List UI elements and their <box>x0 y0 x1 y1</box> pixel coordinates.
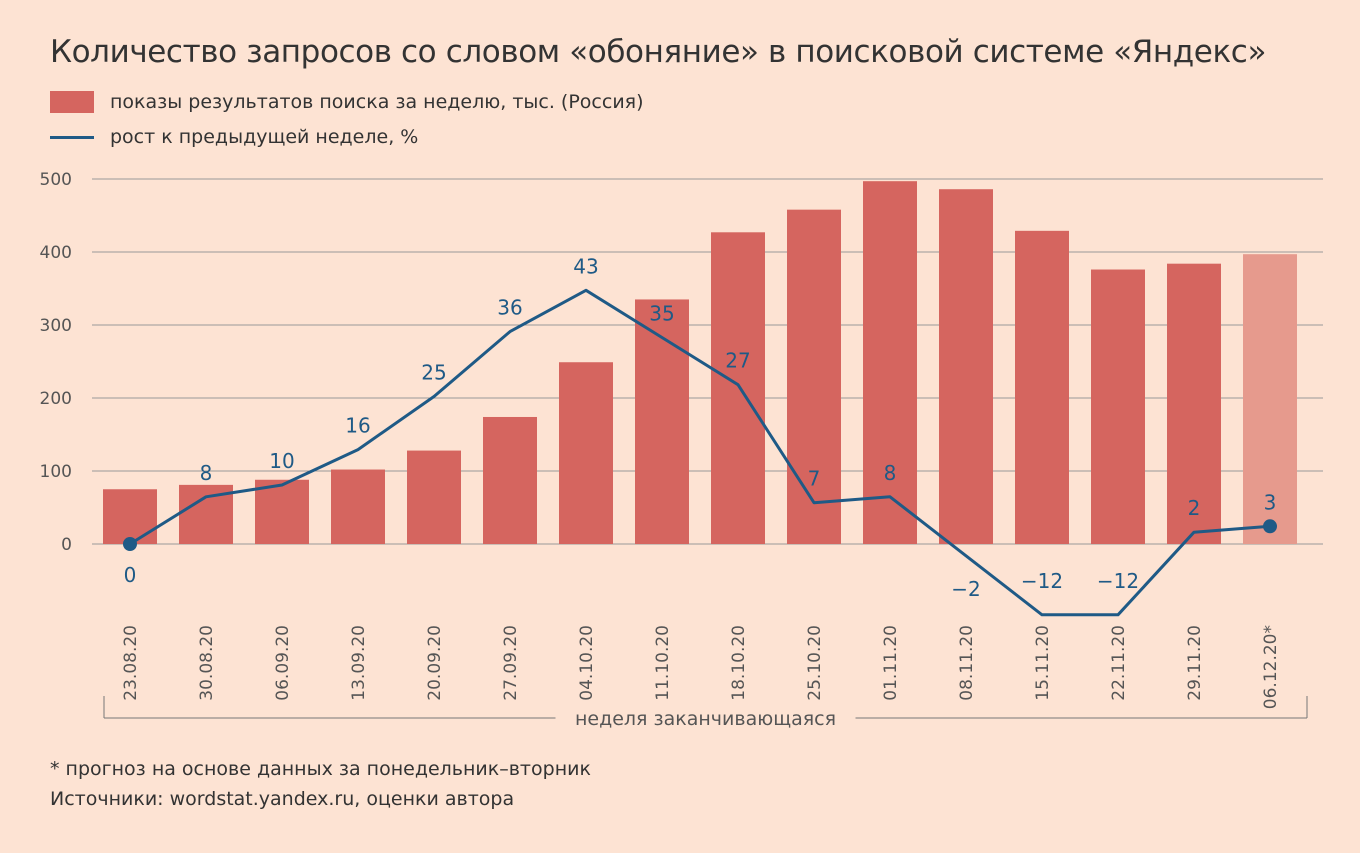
x-tick-label: 23.08.20 <box>121 625 141 701</box>
x-tick-label: 15.11.20 <box>1033 625 1053 701</box>
line-data-label: 36 <box>497 296 522 320</box>
x-tick-label: 06.09.20 <box>273 625 293 701</box>
x-tick-label: 20.09.20 <box>425 625 445 701</box>
line-data-label: 2 <box>1188 496 1201 520</box>
bar <box>939 189 993 544</box>
bar <box>1243 254 1297 544</box>
x-tick-label: 29.11.20 <box>1185 625 1205 701</box>
bar <box>103 489 157 544</box>
x-tick-label: 22.11.20 <box>1109 625 1129 701</box>
bar <box>407 450 461 544</box>
line-data-label: 16 <box>345 414 370 438</box>
x-tick-label: 06.12.20* <box>1261 625 1281 709</box>
bar <box>255 479 309 544</box>
y-tick-label: 0 <box>61 535 72 555</box>
y-tick-label: 400 <box>40 243 72 263</box>
line-data-label: 27 <box>725 349 750 373</box>
y-tick-label: 500 <box>40 170 72 190</box>
y-tick-label: 200 <box>40 389 72 409</box>
x-axis-title: неделя заканчивающаяся <box>575 708 836 730</box>
line-data-label: −12 <box>1021 569 1063 593</box>
x-tick-label: 11.10.20 <box>653 625 673 701</box>
bar <box>331 469 385 544</box>
legend-line-swatch <box>50 135 94 139</box>
forecast-footnote: * прогноз на основе данных за понедельни… <box>50 758 591 780</box>
legend-bar-swatch <box>50 91 94 113</box>
line-data-label: 10 <box>269 449 294 473</box>
line-data-label: −2 <box>951 577 980 601</box>
bar <box>1091 269 1145 544</box>
line-data-label: 8 <box>200 461 213 485</box>
line-data-label: 43 <box>573 254 598 278</box>
line-data-label: 35 <box>649 302 674 326</box>
line-data-label: 0 <box>124 563 137 587</box>
bar <box>1015 230 1069 544</box>
legend-bars-label: показы результатов поиска за неделю, тыс… <box>110 91 644 113</box>
x-tick-label: 13.09.20 <box>349 625 369 701</box>
chart-title: Количество запросов со словом «обоняние»… <box>50 34 1267 70</box>
line-data-label: 3 <box>1264 490 1277 514</box>
legend-item-line: рост к предыдущей неделе, % <box>50 126 418 148</box>
x-tick-label: 08.11.20 <box>957 625 977 701</box>
y-tick-label: 100 <box>40 462 72 482</box>
legend-line-label: рост к предыдущей неделе, % <box>110 126 419 148</box>
line-data-label: 7 <box>808 467 821 491</box>
x-tick-label: 01.11.20 <box>881 625 901 701</box>
x-tick-label: 04.10.20 <box>577 625 597 701</box>
bar <box>483 416 537 544</box>
x-tick-label: 18.10.20 <box>729 625 749 701</box>
bar <box>787 209 841 544</box>
sources-footnote: Источники: wordstat.yandex.ru, оценки ав… <box>50 788 515 810</box>
growth-line <box>129 288 1271 617</box>
line-endpoint-end <box>1263 519 1277 534</box>
line-data-label: 25 <box>421 361 446 385</box>
line-data-label: −12 <box>1097 569 1139 593</box>
legend-item-bars: показы результатов поиска за неделю, тыс… <box>50 91 644 113</box>
bar <box>711 232 765 545</box>
bar <box>635 299 689 544</box>
bar <box>1167 263 1221 544</box>
bar <box>863 181 917 544</box>
x-tick-label: 27.09.20 <box>501 625 521 701</box>
bar <box>559 362 613 544</box>
y-tick-label: 300 <box>40 316 72 336</box>
x-tick-label: 30.08.20 <box>197 625 217 701</box>
line-endpoint-start <box>123 537 137 551</box>
x-tick-label: 25.10.20 <box>805 625 825 701</box>
line-data-label: 8 <box>884 461 897 485</box>
